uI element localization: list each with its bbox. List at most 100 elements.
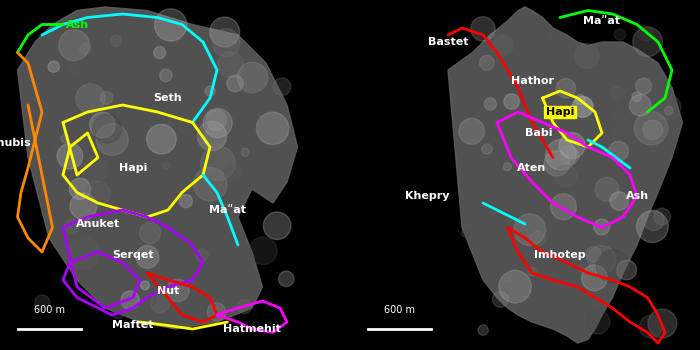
Circle shape [638, 57, 660, 79]
Circle shape [647, 12, 670, 35]
Circle shape [522, 203, 535, 216]
Circle shape [601, 248, 631, 277]
Circle shape [92, 79, 116, 103]
Circle shape [41, 276, 66, 300]
Circle shape [199, 61, 230, 92]
Circle shape [80, 38, 91, 49]
Circle shape [513, 243, 538, 268]
Text: Bastet: Bastet [428, 37, 468, 47]
Circle shape [656, 91, 684, 119]
Circle shape [612, 37, 642, 68]
Circle shape [444, 32, 466, 54]
Circle shape [107, 89, 141, 122]
Circle shape [247, 131, 261, 144]
Circle shape [258, 103, 267, 112]
Polygon shape [448, 7, 682, 343]
Circle shape [263, 145, 293, 176]
Circle shape [108, 206, 131, 229]
Circle shape [594, 131, 615, 153]
Circle shape [199, 33, 232, 66]
Circle shape [550, 80, 561, 91]
Circle shape [488, 61, 519, 93]
Circle shape [615, 78, 633, 97]
Circle shape [512, 103, 526, 117]
Circle shape [42, 292, 74, 324]
Circle shape [491, 253, 508, 270]
Circle shape [72, 191, 106, 224]
Text: Seth: Seth [154, 93, 182, 103]
Circle shape [41, 9, 57, 26]
Text: Aten: Aten [517, 163, 547, 173]
Circle shape [251, 275, 260, 284]
Text: Imhotep: Imhotep [534, 251, 586, 260]
Circle shape [646, 68, 664, 86]
Circle shape [164, 74, 190, 100]
Circle shape [545, 222, 557, 235]
Text: Nut: Nut [157, 286, 179, 295]
Text: Hatmehit: Hatmehit [223, 324, 281, 334]
Circle shape [472, 317, 486, 331]
Circle shape [57, 217, 91, 251]
Polygon shape [18, 7, 298, 329]
Circle shape [155, 251, 164, 261]
Text: Maftet: Maftet [112, 321, 154, 330]
Circle shape [503, 307, 510, 315]
Text: Serqet: Serqet [112, 251, 154, 260]
Circle shape [575, 32, 600, 58]
Circle shape [120, 89, 134, 104]
Circle shape [53, 46, 65, 57]
Text: Hathor: Hathor [510, 76, 554, 85]
Circle shape [540, 273, 566, 298]
Circle shape [492, 250, 500, 258]
Circle shape [26, 270, 58, 302]
Circle shape [587, 55, 618, 85]
Text: Anubis: Anubis [0, 139, 32, 148]
Circle shape [474, 36, 496, 57]
Circle shape [594, 275, 609, 290]
Circle shape [606, 62, 633, 90]
Circle shape [106, 250, 117, 261]
Circle shape [262, 276, 293, 307]
Circle shape [176, 237, 204, 264]
Circle shape [57, 85, 74, 102]
Text: Khepry: Khepry [405, 191, 449, 201]
Circle shape [162, 284, 172, 293]
Circle shape [494, 142, 512, 159]
Text: Hapi: Hapi [546, 107, 574, 117]
Circle shape [535, 74, 550, 89]
Circle shape [650, 176, 684, 209]
Circle shape [182, 183, 194, 195]
Circle shape [121, 150, 134, 163]
Circle shape [601, 27, 626, 52]
Circle shape [647, 305, 659, 317]
Circle shape [476, 65, 502, 91]
Circle shape [169, 147, 192, 170]
Circle shape [626, 216, 643, 233]
Circle shape [237, 228, 251, 243]
Circle shape [483, 10, 507, 35]
Circle shape [209, 160, 235, 185]
Circle shape [142, 15, 159, 32]
Circle shape [566, 317, 586, 336]
Circle shape [470, 70, 488, 87]
Circle shape [52, 150, 84, 182]
Circle shape [200, 288, 211, 298]
Text: Hapi: Hapi [119, 163, 147, 173]
Circle shape [526, 307, 555, 336]
Circle shape [51, 261, 64, 274]
Circle shape [522, 63, 551, 92]
Text: Babi: Babi [525, 128, 553, 138]
Circle shape [264, 150, 298, 184]
Circle shape [129, 57, 148, 78]
Circle shape [519, 298, 541, 320]
Circle shape [258, 34, 290, 66]
Circle shape [459, 94, 487, 122]
Circle shape [272, 115, 302, 146]
Circle shape [572, 100, 596, 125]
Circle shape [480, 104, 496, 120]
Circle shape [472, 124, 486, 138]
Circle shape [596, 19, 624, 47]
Circle shape [178, 159, 187, 168]
Circle shape [584, 156, 607, 179]
Circle shape [234, 257, 250, 274]
